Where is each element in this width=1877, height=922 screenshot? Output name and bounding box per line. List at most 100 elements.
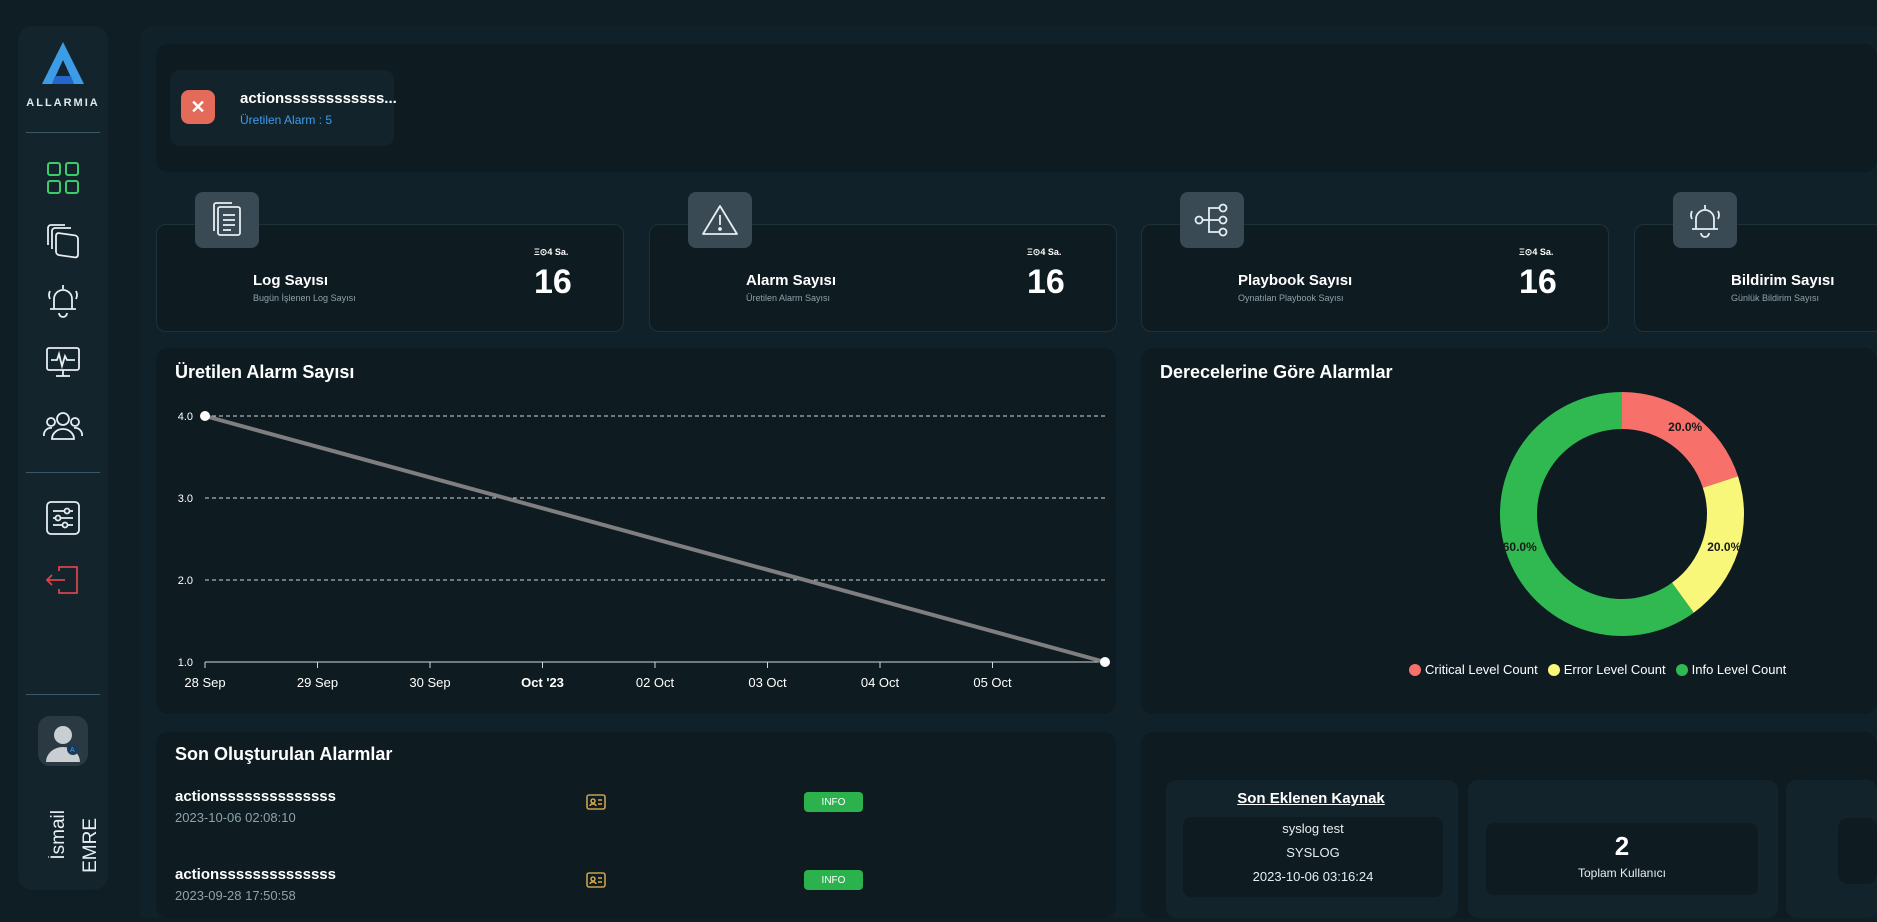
- alarm-bell-icon: [48, 285, 78, 318]
- x-tick-label: Oct '23: [521, 675, 564, 690]
- sidebar: ALLARMIA: [18, 26, 108, 890]
- extra-card-inner: [1838, 818, 1877, 884]
- sidebar-item-settings[interactable]: [43, 498, 83, 538]
- alarm-level-chart-panel: Derecelerine Göre Alarmlar 20.0% 20.0% 60.…: [1141, 348, 1877, 714]
- users-label: Toplam Kullanıcı: [1577, 866, 1667, 880]
- y-tick-label: 2.0: [178, 575, 193, 587]
- data-point: [1100, 657, 1110, 667]
- chart-legend: Critical Level Count Error Level Count I…: [1409, 662, 1786, 677]
- document-icon: [195, 192, 259, 248]
- app-logo[interactable]: ALLARMIA: [18, 40, 108, 109]
- list-item[interactable]: actionssssssssssssss 2023-09-28 17:50:58…: [175, 866, 1095, 922]
- legend-item-error[interactable]: Error Level Count: [1547, 662, 1666, 677]
- y-tick-label: 4.0: [178, 411, 193, 423]
- alarm-date: 2023-10-06 02:08:10: [175, 810, 296, 825]
- users-icon: [43, 412, 83, 440]
- id-card-icon[interactable]: [586, 872, 606, 888]
- recent-alarms-panel: Son Oluşturulan Alarmlar actionsssssssss…: [156, 732, 1116, 918]
- source-name: syslog test: [1282, 821, 1344, 836]
- stat-card-playbook: Playbook Sayısı Oynatılan Playbook Sayıs…: [1141, 192, 1609, 332]
- stat-card-alarm: Alarm Sayısı Üretilen Alarm Sayısı Ξ⊙4 S…: [649, 192, 1117, 332]
- stat-card-log: Log Sayısı Bugün İşlenen Log Sayısı Ξ⊙4 …: [156, 192, 624, 332]
- alarm-date: 2023-09-28 17:50:58: [175, 888, 296, 903]
- stat-subtitle: Üretilen Alarm Sayısı: [746, 293, 831, 303]
- pie-slice: [1499, 392, 1694, 636]
- users-summary: 2 Toplam Kullanıcı: [1486, 823, 1758, 895]
- sidebar-divider: [26, 132, 100, 133]
- sidebar-item-alarms[interactable]: [43, 280, 83, 320]
- series-line: [204, 414, 1106, 664]
- slice-label: 20.0%: [1668, 420, 1702, 434]
- alarm-count-chart-panel: Üretilen Alarm Sayısı 1.0 2.0 3.0 4.0 28 Sep…: [156, 348, 1116, 714]
- x-tick-label: 03 Oct: [748, 675, 787, 690]
- notification-panel: [156, 44, 1877, 172]
- sidebar-item-monitoring[interactable]: [43, 342, 83, 382]
- x-tick-label: 29 Sep: [297, 675, 338, 690]
- stat-title: Alarm Sayısı: [746, 272, 837, 289]
- legend-swatch: [1547, 663, 1560, 676]
- legend-label: Critical Level Count: [1425, 662, 1538, 677]
- stat-subtitle: Bugün İşlenen Log Sayısı: [253, 293, 356, 303]
- allarmia-logo-icon: [42, 42, 84, 84]
- x-tick-label: 04 Oct: [861, 675, 900, 690]
- donut-chart: 20.0% 20.0% 60.0%: [1499, 392, 1744, 636]
- workflow-icon: [1180, 192, 1244, 248]
- logout-icon: [45, 566, 78, 594]
- x-tick-label: 05 Oct: [973, 675, 1012, 690]
- chart-title: Derecelerine Göre Alarmlar: [1160, 362, 1393, 382]
- avatar[interactable]: A: [38, 716, 88, 766]
- stat-subtitle: Günlük Bildirim Sayısı: [1731, 293, 1820, 303]
- slice-label: 60.0%: [1503, 540, 1537, 554]
- sidebar-item-sources[interactable]: [43, 220, 83, 260]
- user-name: İsmail EMRE: [36, 806, 106, 886]
- user-first-name: İsmail: [48, 810, 69, 860]
- svg-text:A: A: [70, 747, 75, 754]
- legend-item-critical[interactable]: Critical Level Count: [1409, 662, 1538, 677]
- notification-title: actionssssssssssss...: [240, 90, 397, 107]
- user-last-name: EMRE: [80, 818, 101, 873]
- pie-slice: [1622, 392, 1739, 488]
- layers-icon: [47, 224, 79, 259]
- stat-period: Ξ⊙4 Sa.: [534, 247, 569, 257]
- alarm-name: actionssssssssssssss: [175, 866, 336, 883]
- status-badge: INFO: [804, 870, 863, 890]
- close-icon[interactable]: ✕: [181, 90, 215, 124]
- stat-period: Ξ⊙4 Sa.: [1519, 247, 1554, 257]
- chart-title: Üretilen Alarm Sayısı: [175, 362, 355, 382]
- legend-label: Error Level Count: [1563, 662, 1666, 677]
- slice-label: 20.0%: [1707, 540, 1741, 554]
- stat-card-notification: Bildirim Sayısı Günlük Bildirim Sayısı: [1634, 192, 1877, 332]
- source-type: SYSLOG: [1286, 845, 1340, 860]
- logo-text: ALLARMIA: [26, 97, 100, 109]
- line-chart: 1.0 2.0 3.0 4.0 28 Sep 29 Sep 30 Sep Oct '23 02 …: [178, 411, 1110, 690]
- grid-icon: [47, 162, 79, 194]
- bell-icon: [1673, 192, 1737, 248]
- stat-value: 16: [1519, 263, 1557, 301]
- data-point: [200, 411, 210, 421]
- sidebar-item-users[interactable]: [43, 406, 83, 446]
- x-tick-label: 30 Sep: [409, 675, 450, 690]
- stat-title: Log Sayısı: [253, 272, 329, 289]
- alarm-name: actionssssssssssssss: [175, 788, 336, 805]
- sidebar-item-dashboard[interactable]: [43, 158, 83, 198]
- id-card-icon[interactable]: [586, 794, 606, 810]
- stat-value: 16: [534, 263, 572, 301]
- sidebar-item-logout[interactable]: [43, 560, 83, 600]
- last-source-title[interactable]: Son Eklenen Kaynak: [1237, 790, 1385, 807]
- x-tick-label: 28 Sep: [184, 675, 225, 690]
- x-tick-label: 02 Oct: [636, 675, 675, 690]
- pie-slice: [1671, 476, 1744, 613]
- y-tick-label: 3.0: [178, 493, 193, 505]
- sliders-icon: [46, 501, 80, 535]
- user-avatar-icon: A: [46, 726, 80, 762]
- stat-value: 16: [1027, 263, 1065, 301]
- monitor-icon: [46, 347, 80, 377]
- legend-item-info[interactable]: Info Level Count: [1675, 662, 1786, 677]
- recent-alarms-title: Son Oluşturulan Alarmlar: [175, 744, 393, 764]
- stat-subtitle: Oynatılan Playbook Sayısı: [1238, 293, 1344, 303]
- notification-card[interactable]: ✕ actionssssssssssss... Üretilen Alarm :…: [170, 70, 397, 146]
- stat-title: Playbook Sayısı: [1238, 272, 1353, 289]
- source-date: 2023-10-06 03:16:24: [1252, 869, 1374, 884]
- list-item[interactable]: actionssssssssssssss 2023-10-06 02:08:10…: [175, 788, 1095, 844]
- legend-swatch: [1675, 663, 1688, 676]
